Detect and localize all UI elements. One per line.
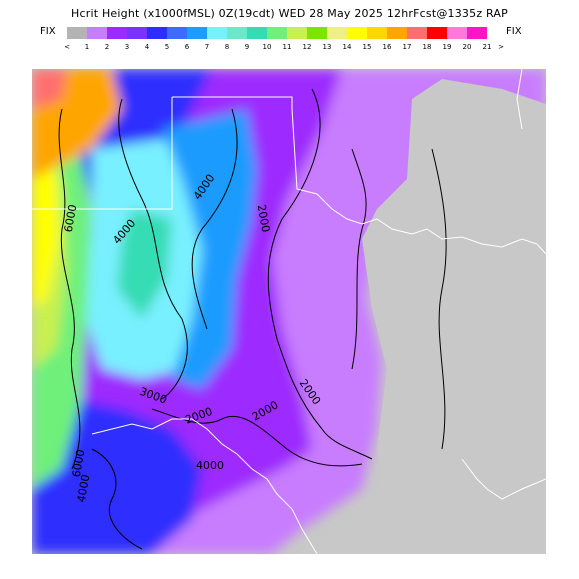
legend-tick-label: 18 — [423, 43, 432, 51]
contour-label: 2000 — [255, 203, 273, 233]
field-yellow — [32, 149, 60, 309]
fix-left-label: FIX — [40, 26, 56, 37]
legend-swatch — [187, 27, 207, 39]
contour-label: 4000 — [75, 473, 93, 503]
legend-tick-label: 21 — [483, 43, 492, 51]
legend-tick-label: 17 — [403, 43, 412, 51]
legend-tick-label: 15 — [363, 43, 372, 51]
legend-tick-label: 16 — [383, 43, 392, 51]
contour-label: 6000 — [62, 203, 80, 233]
legend-tick-label: 7 — [205, 43, 209, 51]
legend-tick-label: 9 — [245, 43, 249, 51]
legend-swatch — [87, 27, 107, 39]
contour-label: 4000 — [196, 459, 224, 472]
legend-swatch — [287, 27, 307, 39]
legend-tick-label: 20 — [463, 43, 472, 51]
legend-tick-label: 8 — [225, 43, 229, 51]
fix-right-label: FIX — [506, 26, 522, 37]
legend-below-label: < — [64, 43, 70, 51]
legend-swatch — [387, 27, 407, 39]
legend-swatch — [407, 27, 427, 39]
legend-tick-label: 14 — [343, 43, 352, 51]
legend-swatch — [67, 27, 87, 39]
field-red — [32, 69, 67, 109]
contour-label: 6000 — [70, 448, 88, 478]
chart-title: Hcrit Height (x1000fMSL) 0Z(19cdt) WED 2… — [71, 7, 508, 20]
legend-swatch — [367, 27, 387, 39]
color-legend: 1 2 3 4 5 6 7 8 9 10 11 12 13 14 15 16 17 18 19 20 21< > — [64, 27, 504, 51]
legend-tick-label: 10 — [263, 43, 272, 51]
legend-tick-label: 11 — [283, 43, 292, 51]
legend-swatch — [147, 27, 167, 39]
legend-swatch — [167, 27, 187, 39]
legend-tick-label: 12 — [303, 43, 312, 51]
legend-swatch — [227, 27, 247, 39]
legend-swatch — [207, 27, 227, 39]
legend-tick-label: 19 — [443, 43, 452, 51]
legend-tick-label: 4 — [145, 43, 150, 51]
legend-swatch — [247, 27, 267, 39]
legend-swatch — [107, 27, 127, 39]
legend-tick-label: 6 — [185, 43, 190, 51]
legend-swatch — [307, 27, 327, 39]
legend-tick-label: 1 — [85, 43, 89, 51]
legend-swatch — [127, 27, 147, 39]
contour-lines — [58, 88, 447, 550]
legend-swatch — [267, 27, 287, 39]
legend-above-label: > — [498, 43, 504, 51]
field-teal — [117, 209, 172, 319]
legend-swatch — [327, 27, 347, 39]
legend-swatch — [427, 27, 447, 39]
legend-swatch — [347, 27, 367, 39]
map-panel: 6000 4000 4000 2000 2000 2000 2000 4000 3000 4000… — [32, 69, 546, 554]
legend-swatch — [447, 27, 467, 39]
boundary-lines — [32, 69, 546, 554]
legend-swatch — [467, 27, 487, 39]
field-mid-blue — [162, 109, 257, 389]
legend-tick-label: 2 — [105, 43, 109, 51]
legend-tick-label: 13 — [323, 43, 332, 51]
legend-tick-label: 3 — [125, 43, 129, 51]
legend-tick-label: 5 — [165, 43, 169, 51]
